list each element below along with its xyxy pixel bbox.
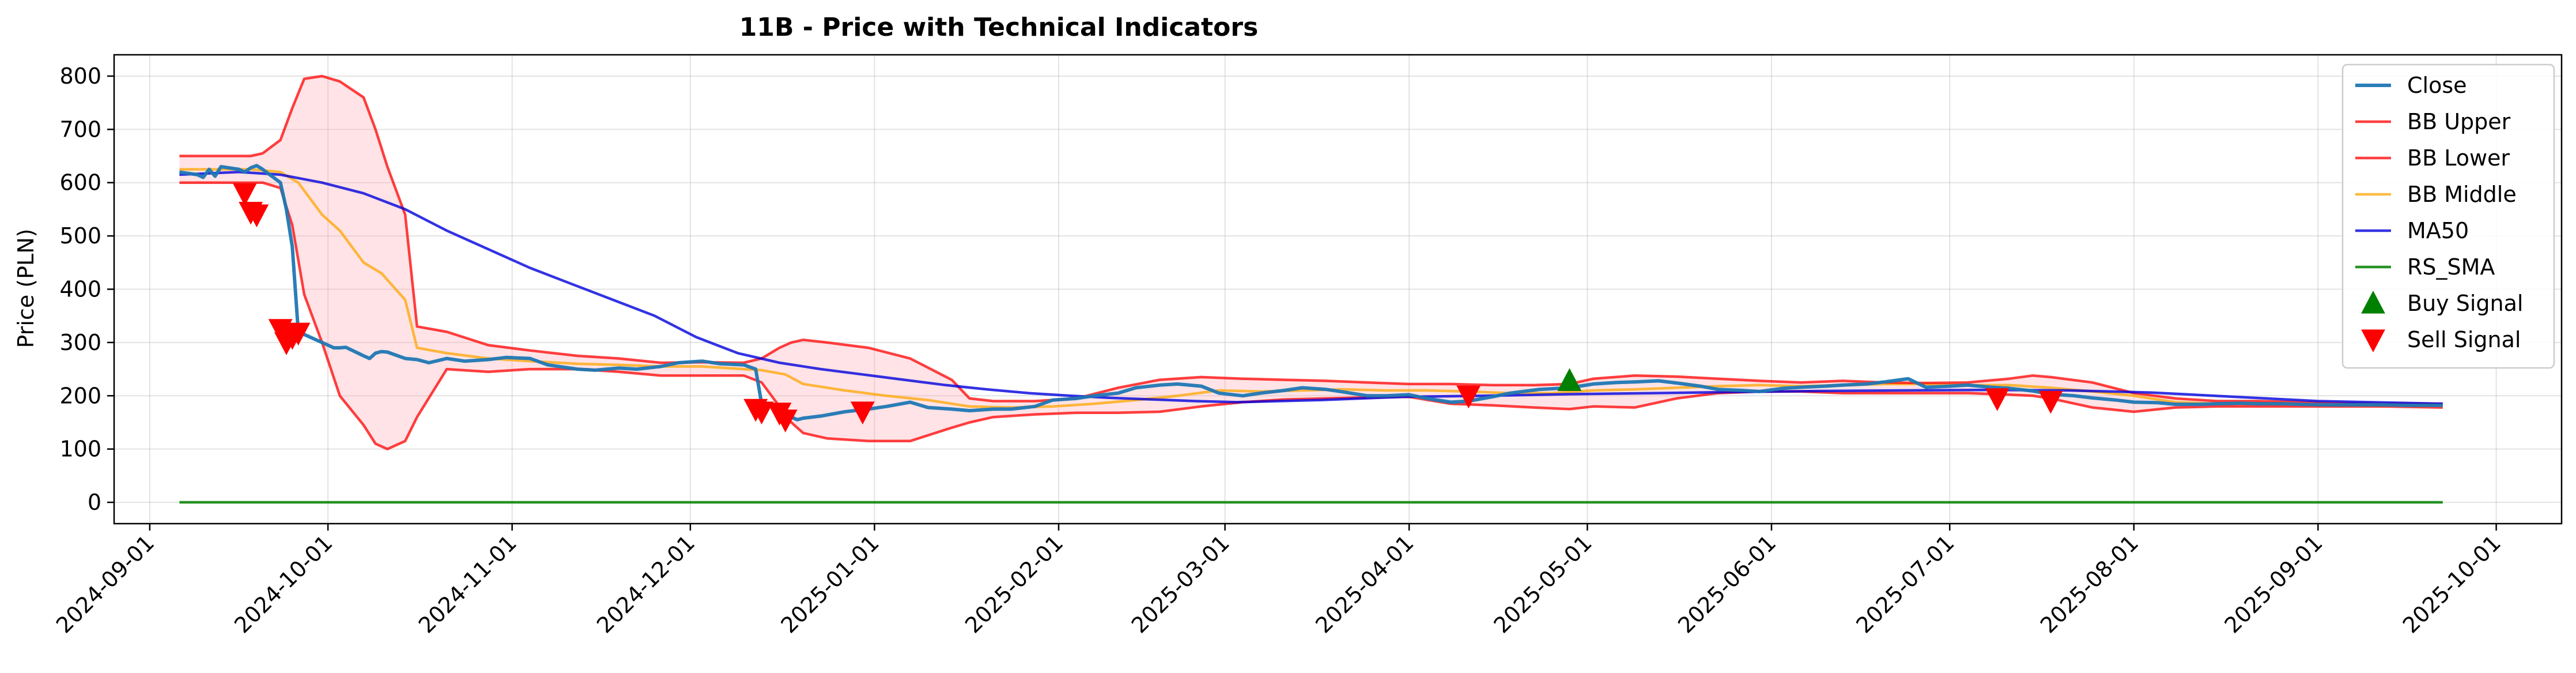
y-axis: 0 100 200 300 400 500 600 700 800 xyxy=(59,63,114,515)
legend-label: BB Middle xyxy=(2407,182,2517,207)
y-tick-label: 600 xyxy=(59,170,101,195)
sell-signal-marker xyxy=(268,319,293,342)
signal-markers xyxy=(232,183,2063,433)
legend-label: MA50 xyxy=(2407,218,2469,243)
sell-signal-marker xyxy=(286,322,311,346)
legend-label: Sell Signal xyxy=(2407,327,2521,352)
plot-area xyxy=(113,54,2563,525)
y-tick-label: 200 xyxy=(59,383,101,408)
series-line-bb-upper xyxy=(179,74,2443,405)
legend-swatch xyxy=(2361,291,2385,314)
series-line-bb-middle xyxy=(179,168,2443,409)
sell-signal-marker xyxy=(773,409,798,433)
bollinger-band-fill xyxy=(179,76,2443,449)
sell-signal-marker xyxy=(1985,388,2010,411)
legend-label: Buy Signal xyxy=(2407,291,2523,316)
grid xyxy=(114,55,2562,524)
buy-signal-marker xyxy=(1557,368,1582,392)
bollinger-band-area xyxy=(179,76,2443,449)
sell-signal-marker xyxy=(1456,385,1481,409)
legend-label: BB Lower xyxy=(2407,145,2510,171)
sell-signal-marker xyxy=(244,204,269,228)
series-lines xyxy=(179,74,2443,504)
series-line-close xyxy=(179,164,2443,422)
legend-swatch xyxy=(2361,329,2385,352)
y-tick-label: 100 xyxy=(59,437,101,462)
plot-background xyxy=(114,55,2562,524)
y-axis-label: Price (PLN) xyxy=(13,229,39,348)
y-tick-label: 0 xyxy=(88,490,101,515)
sell-signal-marker xyxy=(2038,390,2063,414)
legend-label: Close xyxy=(2407,73,2467,98)
y-tick-label: 400 xyxy=(59,277,101,302)
legend: Close BB Upper BB Lower BB Middle MA50 RS_SMA… xyxy=(2341,63,2555,369)
y-tick-label: 700 xyxy=(59,116,101,142)
y-tick-label: 800 xyxy=(59,63,101,89)
series-line-ma50 xyxy=(179,171,2443,405)
y-tick-label: 500 xyxy=(59,223,101,249)
legend-label: RS_SMA xyxy=(2407,254,2495,280)
sell-signal-marker xyxy=(749,401,774,424)
series-line-bb-lower xyxy=(179,181,2443,450)
sell-signal-marker xyxy=(232,183,257,206)
legend-box xyxy=(2341,63,2555,369)
chart-title: 11B - Price with Technical Indicators xyxy=(739,13,1259,42)
sell-signal-marker xyxy=(850,401,875,424)
legend-label: BB Upper xyxy=(2407,109,2511,134)
y-tick-label: 300 xyxy=(59,330,101,355)
